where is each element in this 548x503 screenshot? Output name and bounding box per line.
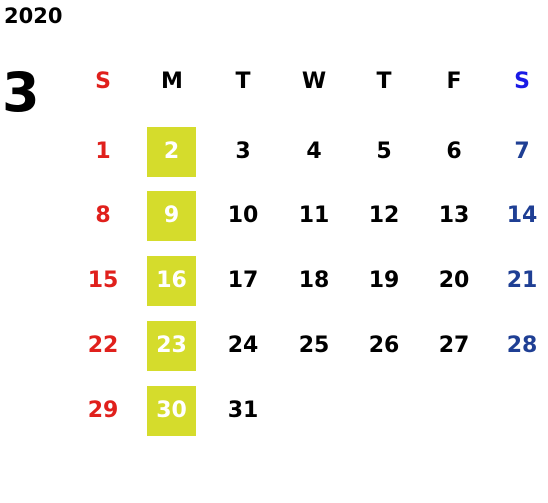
day-cell: 30: [147, 386, 196, 436]
day-cell: 31: [227, 398, 259, 423]
day-cell: 4: [306, 139, 322, 164]
weekday-header: S: [514, 69, 530, 94]
day-cell: 28: [506, 333, 538, 358]
year: 2020: [4, 4, 63, 28]
day-cell: 24: [227, 333, 259, 358]
month: 3: [2, 61, 40, 124]
day-cell: 14: [506, 203, 538, 228]
weekday-header: T: [376, 69, 392, 94]
day-cell: 26: [368, 333, 400, 358]
day-cell: 19: [368, 268, 400, 293]
day-cell: 2: [147, 127, 196, 177]
day-cell: 1: [95, 139, 111, 164]
day-cell: 17: [227, 268, 259, 293]
day-cell: 25: [298, 333, 330, 358]
day-cell: 29: [87, 398, 119, 423]
day-cell: 13: [438, 203, 470, 228]
day-cell: 7: [514, 139, 530, 164]
day-cell: 3: [235, 139, 251, 164]
day-cell: 23: [147, 321, 196, 371]
weekday-header: S: [95, 69, 111, 94]
day-cell: 10: [227, 203, 259, 228]
day-cell: 6: [446, 139, 462, 164]
weekday-header: W: [301, 69, 327, 94]
day-cell: 22: [87, 333, 119, 358]
day-cell: 20: [438, 268, 470, 293]
day-cell: 27: [438, 333, 470, 358]
day-cell: 15: [87, 268, 119, 293]
day-cell: 18: [298, 268, 330, 293]
weekday-header: T: [235, 69, 251, 94]
weekday-header: M: [161, 69, 183, 94]
day-cell: 11: [298, 203, 330, 228]
weekday-header: F: [446, 69, 462, 94]
day-cell: 16: [147, 256, 196, 306]
day-cell: 21: [506, 268, 538, 293]
day-cell: 5: [376, 139, 392, 164]
day-cell: 8: [95, 203, 111, 228]
day-cell: 12: [368, 203, 400, 228]
day-cell: 9: [147, 191, 196, 241]
